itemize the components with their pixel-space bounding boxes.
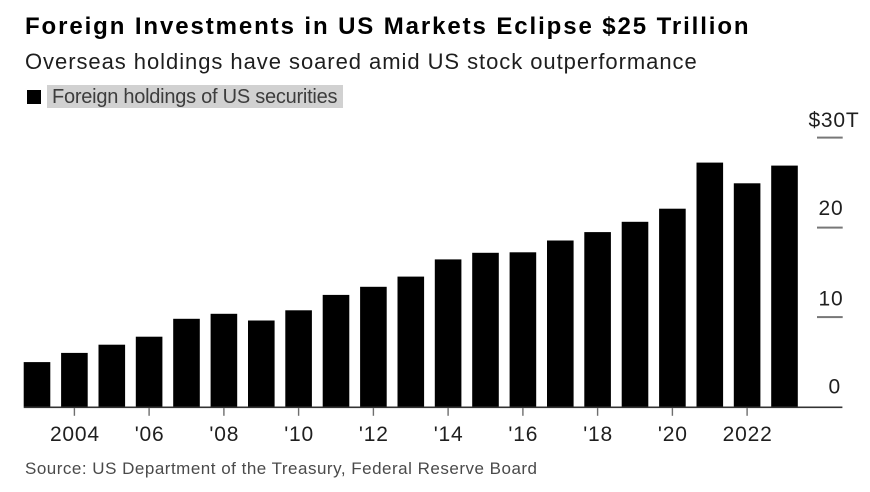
svg-text:'06: '06 (135, 423, 165, 446)
svg-text:2004: 2004 (50, 423, 100, 446)
svg-text:20: 20 (819, 197, 844, 220)
svg-text:0: 0 (829, 376, 841, 399)
svg-text:'12: '12 (359, 423, 389, 446)
svg-text:'08: '08 (209, 423, 239, 446)
svg-text:'18: '18 (583, 423, 613, 446)
svg-text:10: 10 (819, 288, 844, 311)
svg-text:'16: '16 (508, 423, 538, 446)
svg-text:$30T: $30T (808, 109, 859, 132)
svg-text:'14: '14 (434, 423, 464, 446)
svg-text:'20: '20 (658, 423, 688, 446)
svg-text:'10: '10 (284, 423, 314, 446)
svg-text:2022: 2022 (723, 423, 773, 446)
